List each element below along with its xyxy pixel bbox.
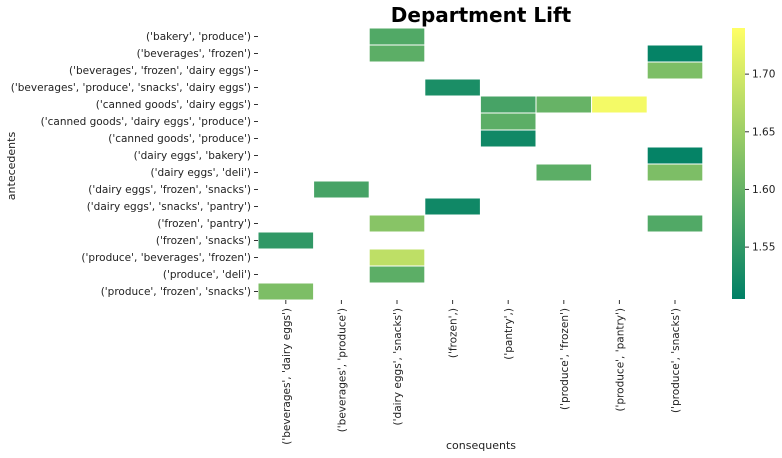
heatmap-cell [368,27,426,46]
chart-title: Department Lift [391,3,572,27]
row-tick-label: ('beverages', 'produce', 'snacks', 'dair… [11,82,251,94]
heatmap-cell [646,163,704,182]
heatmap-cell [313,180,370,199]
heatmap-cell [257,231,315,250]
x-axis-label: consequents [446,439,516,452]
row-tick-label: ('frozen', 'snacks') [156,235,251,247]
row-tick-label: ('canned goods', 'dairy eggs') [96,99,251,111]
heatmap-cell [535,163,593,182]
column-tick-label: ('produce', 'frozen') [559,308,571,410]
heatmap-cells [257,27,704,301]
row-tick-label: ('canned goods', 'produce') [108,133,251,145]
heatmap-cell [646,61,704,80]
column-tick-label: ('pantry',) [503,308,515,360]
row-tick-label: ('dairy eggs', 'bakery') [134,150,251,162]
row-tick-label: ('produce', 'frozen', 'snacks') [101,286,251,298]
column-tick-label: ('frozen',) [448,308,460,358]
heatmap-cell [368,44,426,63]
row-tick-labels: ('bakery', 'produce') ('beverages', 'froz… [11,31,258,298]
heatmap-cell [646,44,704,63]
column-tick-label: ('dairy eggs', 'snacks') [392,308,404,425]
colorbar-tick-label: 1.70 [752,69,775,81]
column-tick-labels: ('beverages', 'dairy eggs') ('beverages',… [281,300,682,445]
row-tick-label: ('produce', 'deli') [163,269,251,281]
column-tick-label: ('beverages', 'produce') [336,308,348,432]
row-tick-label: ('dairy eggs', 'deli') [150,167,251,179]
row-tick-label: ('frozen', 'pantry') [157,218,251,230]
row-tick-label: ('canned goods', 'dairy eggs', 'produce'… [41,116,251,128]
row-tick-label: ('dairy eggs', 'snacks', 'pantry') [87,201,251,213]
heatmap-cell [646,146,704,165]
colorbar-tick-label: 1.55 [752,242,775,254]
row-tick-label: ('dairy eggs', 'frozen', 'snacks') [88,184,251,196]
heatmap-cell [257,282,315,301]
heatmap-cell [646,214,704,233]
heatmap-cell [368,265,426,284]
heatmap-cell [591,95,648,114]
heatmap-cell [479,112,537,131]
heatmap-cell [424,78,481,97]
y-axis-label: antecedents [5,132,18,201]
colorbar-tick-label: 1.60 [752,184,775,196]
heatmap-cell [479,129,537,148]
colorbar-ticks: 1.55 1.60 1.65 1.70 [745,69,775,254]
column-tick-label: ('produce', 'pantry') [614,308,626,412]
column-tick-label: ('beverages', 'dairy eggs') [281,308,293,445]
row-tick-label: ('bakery', 'produce') [146,31,251,43]
colorbar [732,28,745,299]
row-tick-label: ('beverages', 'frozen', 'dairy eggs') [69,65,251,77]
heatmap-cell [424,197,481,216]
colorbar-tick-label: 1.65 [752,126,775,138]
row-tick-label: ('beverages', 'frozen') [137,48,251,60]
column-tick-label: ('produce', 'snacks') [670,308,682,413]
heatmap-cell [368,248,426,267]
heatmap-cell [479,95,537,114]
heatmap-cell [368,214,426,233]
heatmap-cell [535,95,593,114]
row-tick-label: ('produce', 'beverages', 'frozen') [81,252,251,264]
